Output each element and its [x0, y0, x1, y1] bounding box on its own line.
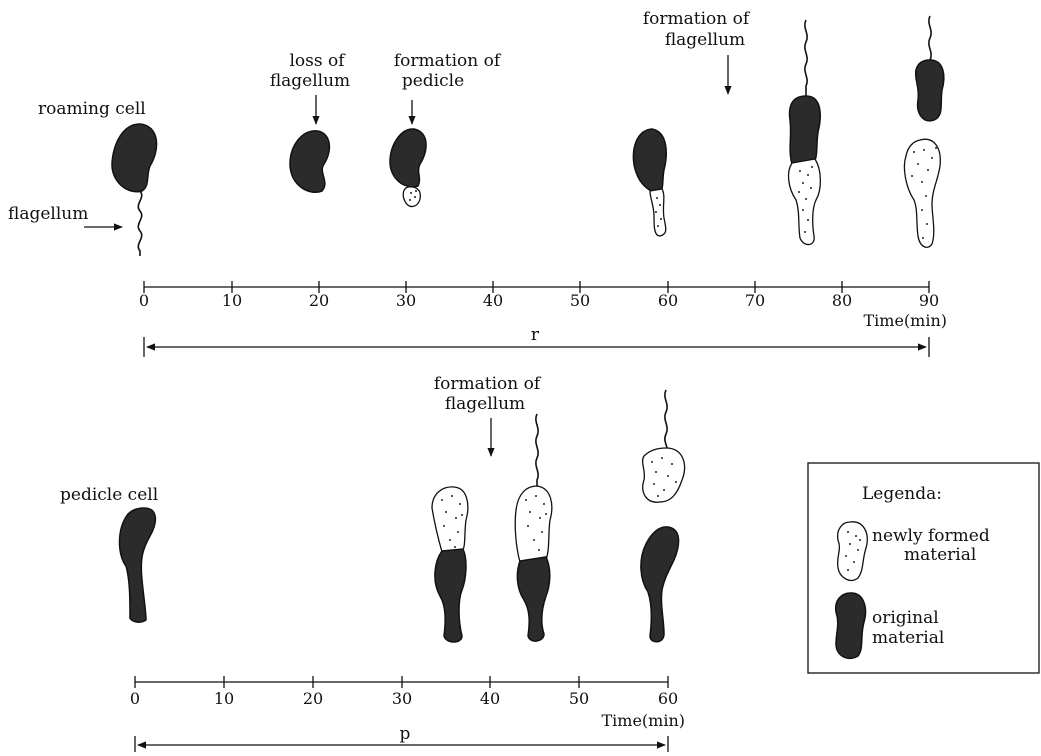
cell-75min — [787, 19, 822, 246]
legend-title: Legenda: — [862, 484, 942, 504]
top-tick-label: 0 — [139, 291, 149, 310]
top-axis-label: Time(min) — [863, 311, 947, 330]
legend-original-material-swatch — [834, 592, 867, 660]
formation-of-flagellum-top-label-2: flagellum — [665, 30, 745, 50]
bottom-panel: pedicle cell formation of flagellum — [60, 374, 686, 752]
pedicle-cell-0min — [118, 507, 157, 623]
flagellum-label: flagellum — [8, 204, 88, 224]
formation-of-flagellum-bottom-label-1: formation of — [434, 374, 542, 394]
legend: Legenda: newly formed material original … — [807, 462, 1040, 674]
top-tick-label: 10 — [222, 291, 242, 310]
cell-20min — [289, 130, 331, 193]
formation-of-flagellum-top-label-1: formation of — [643, 9, 751, 29]
bottom-tick-label: 0 — [130, 689, 140, 708]
bottom-tick-label: 10 — [214, 689, 234, 708]
top-time-axis: 0 10 20 30 40 50 60 70 80 90 Time(min) — [139, 281, 947, 330]
formation-of-pedicle-label-2: pedicle — [402, 71, 464, 91]
bottom-tick-label: 20 — [303, 689, 323, 708]
roaming-cell-label: roaming cell — [38, 99, 146, 119]
cell-60min — [632, 128, 667, 237]
legend-orig-label-1: original — [872, 608, 939, 628]
legend-new-label-1: newly formed — [872, 526, 990, 546]
top-tick-label: 40 — [483, 291, 503, 310]
bottom-tick-label: 30 — [392, 689, 412, 708]
bottom-tick-label: 40 — [480, 689, 500, 708]
top-tick-label: 60 — [658, 291, 678, 310]
bottom-cell-45min — [514, 413, 553, 642]
span-p-label: p — [400, 724, 411, 744]
top-tick-label: 90 — [919, 291, 939, 310]
bottom-tick-label: 50 — [569, 689, 589, 708]
top-tick-label: 50 — [570, 291, 590, 310]
bottom-time-axis: 0 10 20 30 40 50 60 Time(min) — [130, 676, 685, 730]
bottom-cell-35min — [431, 486, 469, 643]
bottom-tick-label: 60 — [658, 689, 678, 708]
cell-90min — [903, 15, 945, 248]
cell-30min — [389, 128, 427, 208]
formation-of-flagellum-bottom-label-2: flagellum — [445, 394, 525, 414]
roaming-cell-0min — [111, 123, 158, 256]
formation-of-pedicle-label-1: formation of — [394, 51, 502, 71]
top-tick-label: 30 — [396, 291, 416, 310]
loss-of-flagellum-label-2: flagellum — [270, 71, 350, 91]
legend-orig-label-2: material — [872, 628, 944, 648]
legend-new-label-2: material — [904, 545, 976, 565]
top-tick-label: 80 — [832, 291, 852, 310]
top-tick-label: 20 — [309, 291, 329, 310]
bottom-axis-label: Time(min) — [601, 711, 685, 730]
bottom-span-p: p — [134, 724, 669, 752]
pedicle-cell-label: pedicle cell — [60, 485, 158, 505]
bottom-cell-60min — [640, 389, 686, 643]
span-r-label: r — [531, 325, 540, 345]
legend-new-material-swatch — [836, 521, 868, 582]
loss-of-flagellum-label-1: loss of — [289, 51, 346, 71]
top-span-r: r — [143, 325, 930, 357]
top-panel: roaming cell flagellum loss of flagellum… — [8, 9, 947, 357]
top-tick-label: 70 — [745, 291, 765, 310]
